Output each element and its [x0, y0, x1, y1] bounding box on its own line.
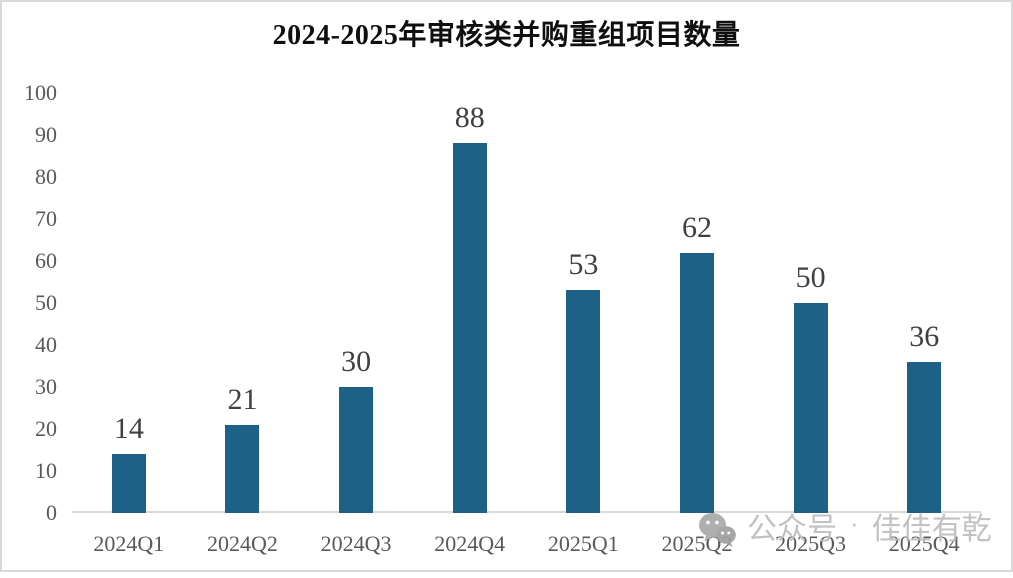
bar-2025Q1 [566, 290, 601, 513]
x-tick-label-2024Q4: 2024Q4 [434, 531, 506, 556]
y-tick-label-70: 70 [35, 206, 57, 231]
value-label-2024Q2: 21 [227, 382, 258, 416]
x-tick-label-2025Q4: 2025Q4 [888, 531, 960, 556]
x-tick-label-2024Q3: 2024Q3 [320, 531, 392, 556]
x-tick-label-2025Q2: 2025Q2 [661, 531, 733, 556]
bar-2025Q2 [679, 252, 714, 513]
value-label-2024Q3: 30 [341, 345, 372, 378]
bar-2024Q2 [225, 424, 260, 513]
y-tick-label-40: 40 [35, 332, 57, 357]
value-label-2024Q1: 14 [113, 412, 144, 446]
y-tick-label-90: 90 [35, 122, 57, 147]
y-tick-label-10: 10 [35, 458, 57, 483]
value-label-2025Q1: 53 [568, 248, 599, 282]
x-axis-line [72, 511, 981, 513]
chart-title: 2024-2025年审核类并购重组项目数量 [272, 20, 741, 51]
y-tick-label-20: 20 [35, 416, 57, 441]
bar-2025Q3 [793, 303, 828, 513]
y-tick-label-50: 50 [35, 290, 57, 315]
x-tick-label-2025Q1: 2025Q1 [547, 531, 619, 556]
value-label-2024Q4: 88 [454, 101, 485, 135]
value-label-2025Q3: 50 [795, 261, 826, 294]
bar-2025Q4 [907, 361, 942, 513]
y-tick-label-60: 60 [35, 248, 57, 273]
bar-2024Q3 [339, 387, 374, 513]
bar-2024Q4 [452, 143, 487, 513]
bar-2024Q1 [111, 454, 146, 513]
y-tick-label-80: 80 [35, 164, 57, 189]
x-tick-label-2025Q3: 2025Q3 [775, 531, 846, 556]
y-tick-label-30: 30 [35, 374, 57, 399]
y-tick-label-0: 0 [46, 500, 57, 525]
x-tick-label-2024Q2: 2024Q2 [206, 531, 278, 556]
value-label-2025Q2: 62 [681, 210, 712, 244]
value-label-2025Q4: 36 [909, 319, 940, 353]
x-tick-label-2024Q1: 2024Q1 [93, 531, 165, 556]
y-tick-label-100: 100 [24, 80, 57, 105]
